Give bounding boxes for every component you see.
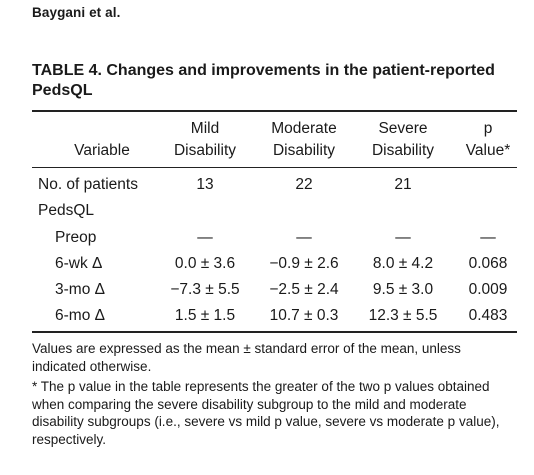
cell-p-value: — <box>480 229 496 246</box>
table-top-rule <box>32 110 517 112</box>
cell-moderate: 22 <box>295 176 313 193</box>
table-row: PedsQL <box>0 198 534 224</box>
footnote-values: Values are expressed as the mean ± stand… <box>32 341 461 374</box>
cell-moderate: −0.9 ± 2.6 <box>269 255 339 272</box>
cell-mild: — <box>197 229 213 246</box>
cell-moderate: −2.5 ± 2.4 <box>269 281 339 298</box>
cell-severe: 21 <box>394 176 412 193</box>
table-row: 3-mo Δ −7.3 ± 5.5 −2.5 ± 2.4 9.5 ± 3.0 0… <box>0 277 534 303</box>
cell-moderate: 10.7 ± 0.3 <box>269 307 339 324</box>
cell-severe: — <box>395 229 411 246</box>
footnote-p-value: * The p value in the table represents th… <box>32 379 500 447</box>
table-row: No. of patients 13 22 21 <box>0 172 534 198</box>
table-title: TABLE 4. Changes and improvements in the… <box>32 62 495 99</box>
table-row: 6-mo Δ 1.5 ± 1.5 10.7 ± 0.3 12.3 ± 5.5 0… <box>0 303 534 329</box>
cell-mild: 0.0 ± 3.6 <box>174 255 236 272</box>
header-p-value: p Value* <box>465 120 511 159</box>
cell-mild: 13 <box>196 176 214 193</box>
header-variable: Variable <box>74 142 130 159</box>
running-head: Baygani et al. <box>32 5 121 20</box>
table-bottom-rule <box>32 331 517 333</box>
cell-moderate: — <box>296 229 312 246</box>
row-label: PedsQL <box>38 202 95 219</box>
header-severe-disability: Severe Disability <box>371 120 434 159</box>
header-mild-disability: Mild Disability <box>173 120 236 159</box>
table-header-rule <box>32 167 517 168</box>
cell-p-value: 0.483 <box>468 307 508 324</box>
row-label: Preop <box>55 229 97 246</box>
row-label: 6-mo Δ <box>55 307 105 324</box>
cell-p-value: 0.068 <box>468 255 508 272</box>
cell-p-value: 0.009 <box>468 281 508 298</box>
row-label: No. of patients <box>38 176 138 193</box>
header-moderate-disability: Moderate Disability <box>271 120 337 159</box>
table-row: Preop — — — — <box>0 225 534 251</box>
cell-mild: −7.3 ± 5.5 <box>170 281 240 298</box>
cell-severe: 9.5 ± 3.0 <box>372 281 434 298</box>
row-label: 6-wk Δ <box>55 255 103 272</box>
cell-severe: 8.0 ± 4.2 <box>372 255 434 272</box>
cell-mild: 1.5 ± 1.5 <box>174 307 236 324</box>
table-row: 6-wk Δ 0.0 ± 3.6 −0.9 ± 2.6 8.0 ± 4.2 0.… <box>0 251 534 277</box>
row-label: 3-mo Δ <box>55 281 105 298</box>
cell-severe: 12.3 ± 5.5 <box>368 307 438 324</box>
